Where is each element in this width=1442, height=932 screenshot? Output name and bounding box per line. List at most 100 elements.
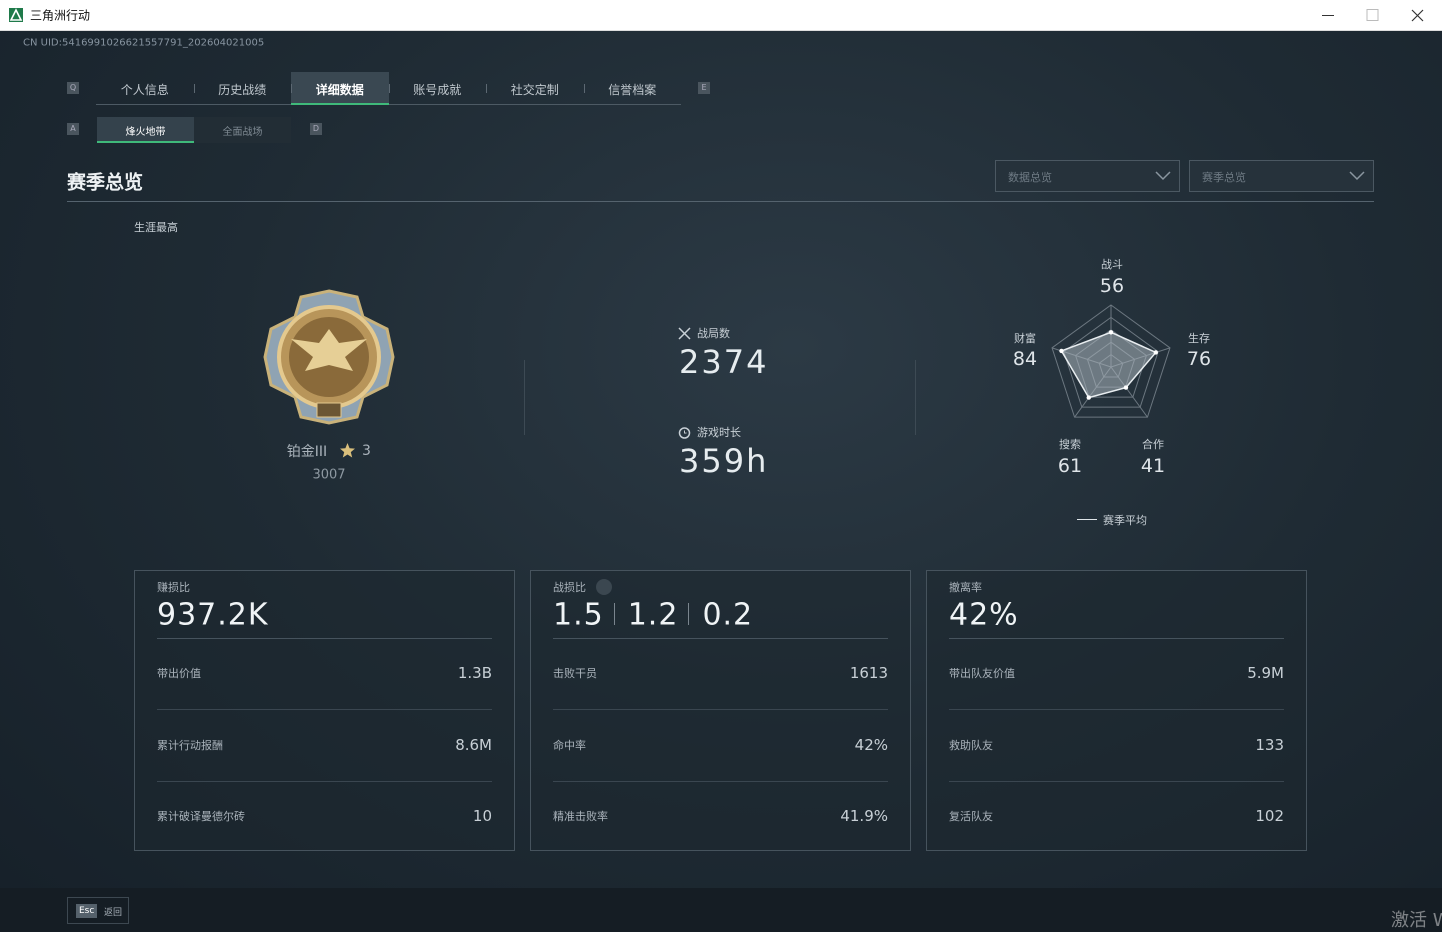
row-value: 10 [472,807,492,825]
card-title: 赚损比 [157,581,190,594]
card-title: 战损比 [553,581,586,594]
help-icon [596,579,612,595]
radar-label: 搜索 [1059,438,1081,451]
tab-separator [583,84,585,93]
clock-icon [678,427,691,439]
back-label: 返回 [104,908,123,918]
row-label: 带出队友价值 [949,667,1015,680]
rank-name: 铂金III [286,444,328,460]
rank-stars: 3 [362,443,371,459]
radar-value: 76 [1186,348,1212,370]
back-button[interactable]: Esc 返回 [67,897,129,924]
medal [263,289,395,425]
subtab[interactable]: 烽火地带 [97,117,194,143]
swords-icon [678,327,691,340]
row-label: 复活队友 [949,810,993,823]
card [530,570,911,851]
footer-bar [0,888,1442,932]
rank-score: 3007 [312,467,346,483]
tab-label: 社交定制 [510,83,559,97]
tab-label: 详细数据 [315,83,364,97]
card-headline: 1.2 [627,597,679,633]
headline-separator [688,603,690,625]
card-headline: 1.5 [553,597,604,633]
card-headline: 42% [949,597,1019,633]
row-rule [553,780,888,782]
divider [915,360,916,435]
subtab-label: 烽火地带 [125,127,166,138]
subtab[interactable]: 全面战场 [194,117,291,143]
row-rule [553,709,888,710]
dropdown[interactable]: 数据总览 [995,160,1180,192]
row-rule [949,780,1284,782]
row-value: 102 [1255,807,1284,825]
row-value: 41.9% [840,807,888,825]
tab-separator [486,84,487,93]
row-value: 5.9M [1247,664,1284,682]
stat-label: 战局数 [697,327,730,340]
tab[interactable]: 历史战绩 [194,72,292,105]
legend-label: 赛季平均 [1103,514,1147,527]
dropdown-label: 数据总览 [1008,171,1052,184]
key-hint: E [698,82,710,94]
key-hint: D [310,123,322,135]
legend-line [1077,519,1097,520]
card-rule [157,638,492,639]
card-rule [949,638,1284,639]
card [134,570,515,851]
row-label: 命中率 [553,738,586,752]
radar-value: 41 [1140,455,1166,477]
row-rule [157,780,492,782]
tab-separator [193,84,195,93]
tab[interactable]: 详细数据 [291,72,389,105]
window-title: 三角洲行动 [30,8,91,23]
row-value: 1613 [849,664,888,682]
radar-value: 56 [1099,275,1125,297]
card-rule [553,638,888,639]
headline-separator [613,603,615,625]
row-value: 133 [1255,735,1284,754]
uid: CN UID:5416991026621557791_202604021005 [23,37,265,49]
tab-label: 历史战绩 [218,83,267,97]
stat-label: 游戏时长 [697,426,741,439]
dropdown[interactable]: 赛季总览 [1189,160,1374,192]
radar-value: 84 [1012,348,1038,370]
key-hint: Q [67,82,79,94]
radar-label: 财富 [1014,332,1036,345]
tab[interactable]: 社交定制 [486,72,584,105]
row-value: 8.6M [455,735,492,754]
dropdown-label: 赛季总览 [1202,171,1246,184]
tab-label: 账号成就 [413,83,462,97]
radar-label: 战斗 [1101,258,1123,271]
row-label: 累计破译曼德尔砖 [157,810,245,823]
tab-separator [388,84,390,93]
tab-label: 个人信息 [120,83,169,97]
divider [524,360,525,435]
row-label: 带出价值 [157,667,201,680]
key-hint: Esc [76,904,98,918]
section-title: 赛季总览 [67,171,144,194]
row-rule [949,709,1284,710]
key-hint: A [67,123,79,135]
career-label: 生涯最高 [134,221,178,234]
star-icon [340,443,355,458]
chevron [1349,171,1365,181]
card-title: 撤离率 [949,581,982,594]
tab[interactable]: 账号成就 [389,72,487,105]
row-value: 1.3B [457,664,492,682]
tab[interactable]: 个人信息 [96,72,194,105]
window-controls[interactable] [1310,0,1442,31]
tabs-baseline [96,104,681,105]
chevron [1155,171,1171,181]
tab[interactable]: 信誉档案 [584,72,682,105]
stat-value: 2374 [679,343,769,381]
row-label: 累计行动报酬 [157,738,223,752]
radar-value: 61 [1057,455,1083,477]
card-headline: 937.2K [157,597,269,633]
row-label: 精准击败率 [553,810,608,823]
title-bar [0,0,1442,31]
tab-separator [291,84,292,93]
app-icon [9,8,23,22]
card [926,570,1307,851]
watermark: 激活 Windows [1391,910,1442,931]
